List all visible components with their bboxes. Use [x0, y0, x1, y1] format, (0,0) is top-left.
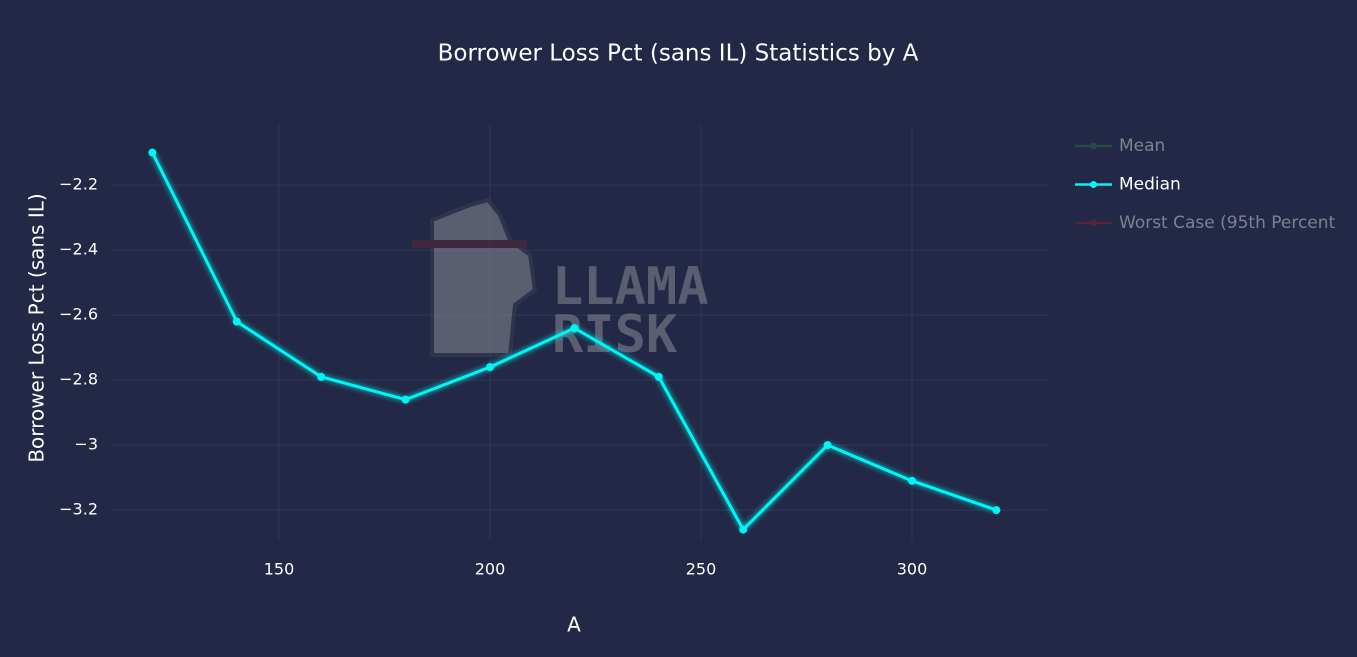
- watermark: LLAMA RISK: [412, 197, 709, 365]
- watermark-hat: [412, 240, 527, 248]
- x-tick-label: 200: [475, 560, 506, 579]
- legend-marker: [1090, 219, 1097, 227]
- y-tick-label: −2.2: [59, 175, 98, 194]
- legend-label: Worst Case (95th Percent: [1119, 213, 1336, 233]
- watermark-text: RISK: [552, 305, 678, 365]
- x-axis-title: A: [567, 613, 581, 637]
- legend-label: Mean: [1119, 136, 1165, 156]
- legend-item[interactable]: Median: [1075, 175, 1181, 195]
- data-point: [148, 148, 157, 157]
- y-tick-label: −2.6: [59, 305, 98, 324]
- data-point: [992, 506, 1001, 515]
- data-point: [739, 525, 748, 534]
- watermark-text: LLAMA: [552, 257, 709, 317]
- legend-marker: [1090, 181, 1097, 188]
- legend-label: Median: [1119, 175, 1181, 195]
- data-point: [317, 372, 326, 381]
- y-tick-label: −3: [74, 435, 98, 454]
- y-tick-label: −3.2: [59, 500, 98, 519]
- data-point: [908, 476, 916, 485]
- data-point: [570, 324, 579, 333]
- x-tick-label: 300: [897, 560, 928, 579]
- grid: [110, 125, 1049, 540]
- legend-item[interactable]: Worst Case (95th Percent: [1075, 213, 1336, 233]
- x-tick-label: 150: [264, 560, 295, 579]
- chart-title: Borrower Loss Pct (sans IL) Statistics b…: [438, 41, 919, 67]
- y-tick-label: −2.8: [59, 370, 98, 389]
- y-tick-label: −2.4: [59, 240, 98, 259]
- data-point: [401, 395, 410, 404]
- watermark-logo: [430, 197, 538, 357]
- x-tick-label: 250: [686, 560, 717, 579]
- legend-item[interactable]: Mean: [1075, 136, 1165, 156]
- data-point: [654, 372, 663, 381]
- data-point: [486, 363, 494, 372]
- data-point: [823, 441, 832, 450]
- y-axis-title: Borrower Loss Pct (sans IL): [25, 193, 49, 462]
- legend-marker: [1090, 142, 1097, 150]
- data-point: [232, 317, 241, 326]
